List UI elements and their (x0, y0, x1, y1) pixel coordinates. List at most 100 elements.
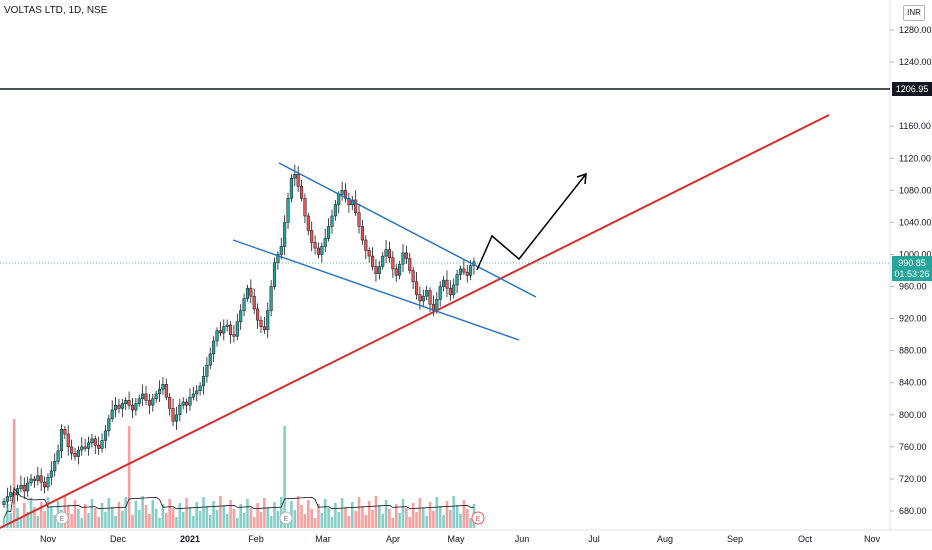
y-tick-label: 1160.00 (899, 121, 931, 131)
volume-bar (394, 504, 398, 528)
volume-bar (310, 509, 313, 528)
volume-bar (361, 506, 364, 528)
candle-body (337, 194, 341, 206)
rising-trendline (0, 114, 830, 529)
volume-bar (405, 508, 408, 528)
earnings-icon (55, 511, 69, 525)
candle-body (256, 308, 260, 321)
volume-bar (239, 504, 242, 528)
candle-body (76, 449, 80, 457)
candle-body (252, 295, 256, 310)
volume-bar (330, 517, 334, 528)
candle-body (15, 488, 20, 496)
volume-bar (16, 508, 19, 528)
candle-body (83, 446, 87, 449)
volume-bar (283, 426, 286, 528)
candle-body (354, 199, 358, 214)
volume-bar (161, 504, 165, 528)
volume-bar (259, 512, 263, 528)
candle-body (114, 404, 118, 411)
candle-body (458, 268, 463, 275)
candle-body (70, 446, 74, 454)
candle-body (262, 326, 266, 331)
volume-bar (90, 499, 94, 528)
y-tick-label: 1120.00 (899, 153, 931, 163)
candle-body (195, 390, 199, 395)
candle-body (222, 326, 226, 334)
candle-body (185, 401, 189, 406)
candle-body (289, 178, 293, 199)
candle-body (103, 430, 107, 441)
candle-body (313, 242, 317, 249)
volume-bar (178, 503, 182, 528)
x-tick-label: Sep (727, 534, 743, 544)
volume-bar (323, 499, 327, 528)
volume-bar (350, 502, 354, 528)
candle-body (9, 492, 13, 497)
volume-bar (337, 512, 341, 528)
candle-body (272, 262, 277, 287)
candle-body (310, 230, 314, 243)
candle-body (66, 433, 70, 448)
candle-body (161, 384, 165, 390)
volume-bar (246, 499, 249, 528)
candle-body (394, 268, 398, 276)
volume-bar (269, 516, 273, 528)
candle-body (157, 388, 162, 395)
candle-body (421, 295, 425, 302)
candle-body (371, 255, 375, 267)
volume-bar (100, 503, 104, 528)
y-tick-label: 1080.00 (899, 185, 932, 195)
candle-body (181, 401, 185, 406)
volume-bar (313, 518, 317, 528)
volume-bar (384, 500, 388, 528)
candle-body (100, 440, 104, 449)
volume-bar (320, 513, 324, 528)
volume-bar (188, 507, 192, 528)
candle-body (465, 271, 469, 276)
candle-body (107, 418, 111, 432)
volume-bar (127, 426, 131, 528)
volume-bar (9, 513, 13, 528)
earnings-icon-letter: E (60, 516, 65, 523)
volume-bar (300, 505, 303, 528)
candle-body (117, 404, 121, 409)
candle-body (124, 400, 128, 404)
volume-bar (340, 498, 344, 528)
volume-bar (442, 515, 445, 528)
candle-body (269, 286, 273, 311)
x-tick-label: Jun (515, 534, 530, 544)
y-tick-label: 880.00 (899, 346, 927, 356)
volume-bar (415, 512, 418, 528)
volume-bar (469, 518, 472, 528)
x-tick-label: Feb (248, 534, 264, 544)
volume-bar (401, 499, 405, 528)
volume-ma-line (3, 487, 475, 519)
candle-body (408, 258, 412, 271)
earnings-icon-letter: E (476, 516, 481, 523)
candle-body (191, 393, 195, 398)
volume-bar (137, 510, 141, 528)
volume-bar (229, 500, 232, 528)
volume-bar (249, 508, 253, 528)
candle-body (205, 364, 209, 377)
volume-bar (378, 505, 381, 528)
candle-body (360, 226, 364, 241)
volume-bar (104, 512, 107, 528)
volume-bar (391, 518, 395, 528)
volume-bar (215, 510, 219, 528)
volume-bar (185, 498, 188, 528)
candle-body (381, 255, 385, 267)
candle-body (306, 215, 310, 231)
volume-bar (77, 509, 80, 528)
currency-button[interactable]: INR (903, 5, 925, 21)
earnings-icon-letter: E (284, 516, 289, 523)
channel-lower-line (232, 239, 520, 341)
candle-body (330, 215, 334, 227)
candle-body (218, 330, 222, 334)
candle-body (398, 263, 402, 276)
candle-body (73, 453, 77, 457)
volume-bar (452, 496, 456, 528)
candle-body (296, 174, 300, 187)
